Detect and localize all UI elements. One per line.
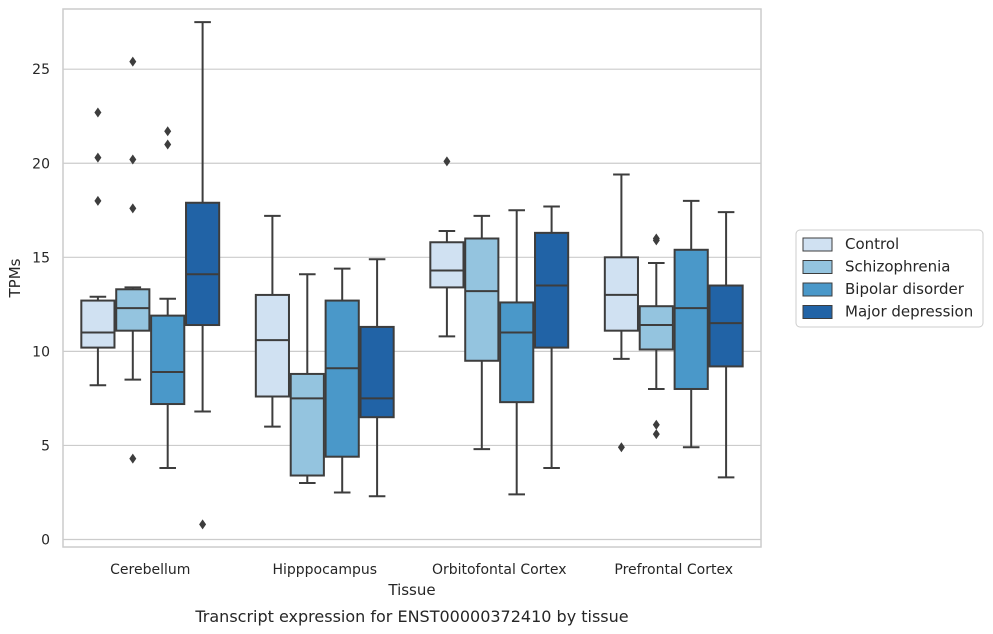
box-plot-mark (464, 214, 500, 451)
outlier-point (652, 429, 660, 440)
legend-swatch (802, 260, 833, 274)
outlier-point (94, 152, 102, 163)
x-axis-label: Tissue (387, 581, 435, 599)
outlier-point (652, 419, 660, 430)
box-plot-mark (603, 173, 639, 453)
outlier-point (164, 139, 172, 150)
legend-label: Bipolar disorder (845, 280, 965, 298)
box-plot-mark (534, 205, 570, 469)
outlier-point (443, 156, 451, 167)
outlier-point (94, 195, 102, 206)
box-plot-mark (80, 107, 116, 387)
outlier-point (129, 453, 137, 464)
legend-swatch (802, 305, 833, 319)
series-major-depression (185, 21, 744, 530)
x-tick-label: Hipppocampus (272, 562, 377, 578)
legend-label: Schizophrenia (845, 258, 950, 276)
x-axis-ticks: Cerebellum Hipppocampus Orbitofontal Corte… (110, 562, 733, 578)
box-plot-mark (150, 126, 186, 469)
x-tick-label: Prefrontal Cortex (614, 562, 733, 578)
outlier-point (129, 154, 137, 165)
box-iqr (499, 301, 535, 404)
outlier-point (617, 442, 625, 453)
box-iqr (80, 299, 116, 349)
box-plot-mark (673, 199, 709, 449)
box-plot-mark (429, 156, 465, 338)
outlier-point (164, 126, 172, 137)
box-iqr (429, 241, 465, 289)
box-iqr (359, 325, 395, 419)
legend-label: Control (845, 235, 899, 253)
outlier-point (94, 107, 102, 118)
legend: Control Schizophrenia Bipolar disorder Majo… (795, 229, 984, 328)
y-tick-label: 5 (41, 438, 50, 454)
box-iqr (464, 237, 500, 362)
y-tick-label: 20 (32, 156, 50, 172)
box-iqr (324, 299, 360, 458)
box-plot-mark (185, 21, 221, 530)
series-control (80, 107, 639, 453)
series-bipolar-disorder (150, 126, 709, 496)
y-tick-label: 15 (32, 250, 50, 266)
box-plot-mark (708, 211, 744, 479)
box-iqr (185, 201, 221, 327)
box-plot-mark (499, 209, 535, 496)
box-series (80, 21, 744, 530)
legend-swatch (802, 282, 833, 297)
y-tick-label: 25 (32, 62, 50, 78)
outlier-point (129, 56, 137, 67)
legend-swatch (802, 237, 833, 252)
box-plot-mark (115, 56, 151, 464)
box-iqr (708, 284, 744, 368)
box-plot-mark (324, 267, 360, 494)
legend-label: Major depression (845, 303, 973, 321)
x-tick-label: Orbitofontal Cortex (432, 562, 567, 578)
box-iqr (115, 288, 151, 332)
outlier-point (199, 519, 207, 530)
y-axis-ticks: 0 5 10 15 20 25 (32, 62, 50, 548)
box-plot-mark (289, 273, 325, 485)
y-tick-label: 10 (32, 344, 50, 360)
box-plot-mark (359, 258, 395, 498)
outlier-point (129, 203, 137, 214)
outlier-point (652, 235, 660, 246)
box-iqr (673, 248, 709, 390)
box-plot-mark (254, 214, 290, 428)
y-tick-label: 0 (41, 532, 50, 548)
box-plot-mark (638, 233, 674, 440)
box-iqr (289, 372, 325, 477)
legend-frame (795, 229, 984, 328)
box-iqr (254, 293, 290, 398)
x-tick-label: Cerebellum (110, 562, 190, 578)
plot-frame (62, 8, 762, 548)
box-iqr (150, 314, 186, 406)
chart-caption: Transcript expression for ENST0000037241… (194, 607, 628, 626)
series-schizophrenia (115, 56, 674, 485)
box-iqr (534, 231, 570, 349)
y-axis-label: TPMs (6, 258, 24, 298)
box-iqr (638, 305, 674, 351)
